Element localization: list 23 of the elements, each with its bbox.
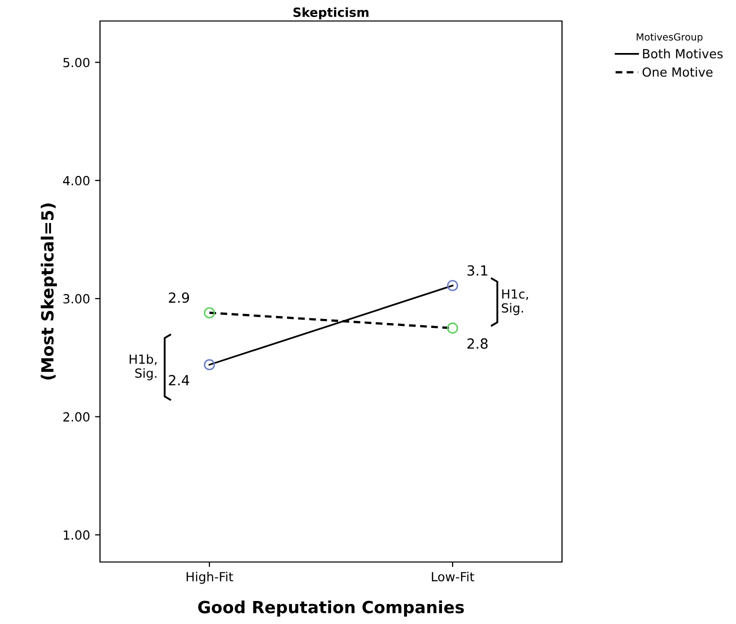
point bbox=[447, 322, 458, 334]
y-tick-label: 2.00 bbox=[63, 412, 90, 422]
annotation: H1b, Sig. bbox=[130, 354, 157, 380]
y-tick-label: 4.00 bbox=[63, 176, 90, 186]
legend-title: MotivesGroup bbox=[636, 33, 703, 42]
data-label: 2.4 bbox=[168, 374, 190, 386]
y-tick-label: 5.00 bbox=[63, 58, 90, 68]
chart-title: Skepticism bbox=[293, 7, 368, 20]
y-axis-title: (Most Skeptical=5) bbox=[40, 203, 57, 380]
point bbox=[204, 307, 215, 318]
data-label: 3.1 bbox=[468, 265, 488, 276]
x-tick-label: Low-Fit bbox=[432, 572, 474, 582]
x-tick-label: High-Fit bbox=[186, 572, 234, 584]
point bbox=[447, 280, 458, 292]
y-tick-label: 1.00 bbox=[64, 530, 90, 540]
legend-label: One Motive bbox=[642, 67, 713, 77]
annotation: H1c, Sig. bbox=[502, 289, 528, 316]
data-label: 2.9 bbox=[168, 292, 189, 303]
legend-label: Both Motives bbox=[643, 48, 723, 58]
data-label: 2.8 bbox=[467, 338, 488, 349]
y-tick-label: 3.00 bbox=[63, 294, 90, 304]
x-axis-title: Good Reputation Companies bbox=[198, 600, 464, 617]
point bbox=[204, 359, 215, 370]
